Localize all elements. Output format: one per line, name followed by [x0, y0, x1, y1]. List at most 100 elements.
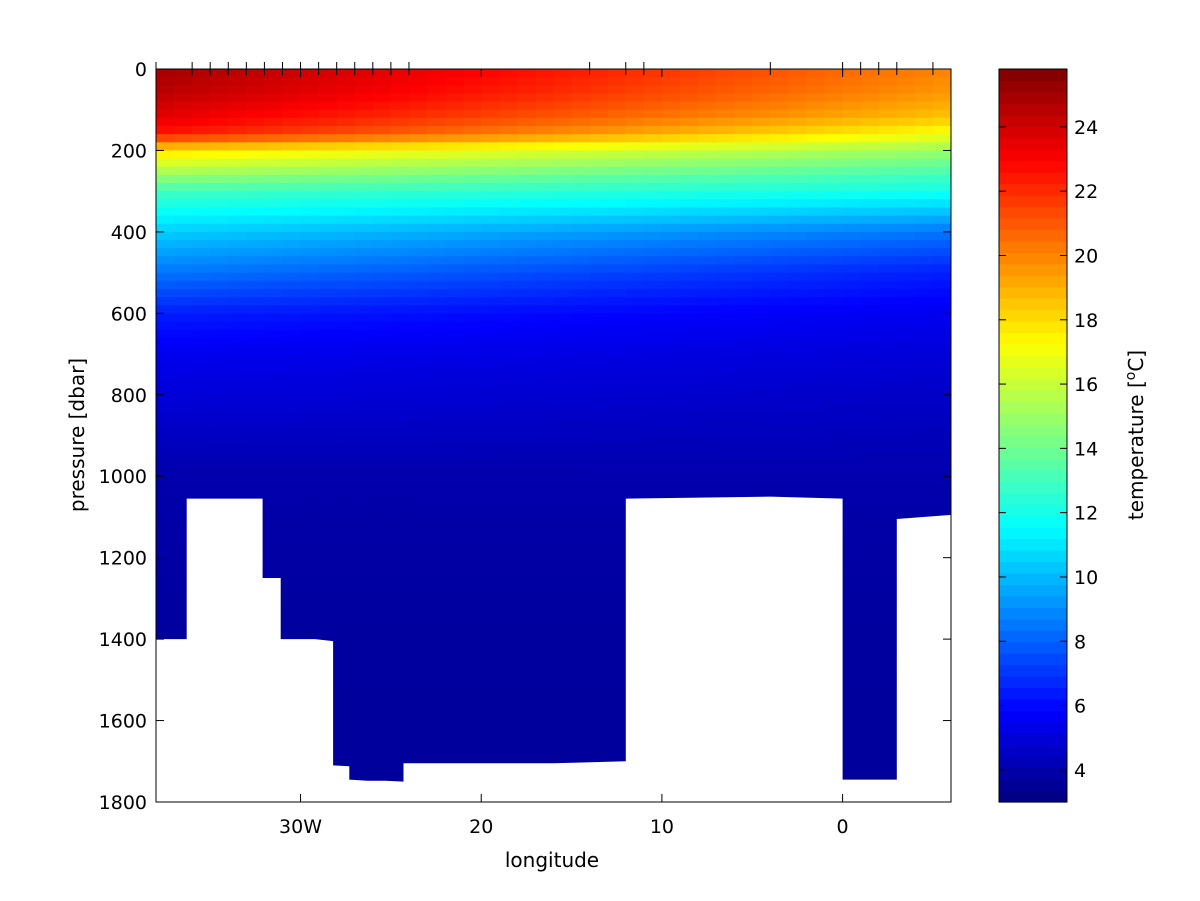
heat-cell	[824, 297, 844, 306]
heat-cell	[770, 386, 789, 396]
heat-cell	[896, 288, 916, 298]
heat-cell	[390, 427, 410, 437]
heat-cell	[842, 565, 862, 575]
heat-cell	[192, 329, 211, 339]
heat-cell	[445, 305, 464, 314]
heat-cell	[535, 362, 555, 371]
heat-cell	[246, 484, 266, 494]
heat-cell	[679, 223, 699, 233]
heat-cell	[824, 264, 844, 274]
heat-cell	[300, 174, 320, 184]
heat-cell	[354, 500, 374, 510]
heat-cell	[806, 134, 826, 143]
heat-cell	[535, 378, 555, 388]
heat-cell	[463, 451, 482, 461]
heat-cell	[752, 240, 771, 249]
heat-cell	[589, 101, 609, 111]
heat-cell	[336, 549, 356, 559]
heat-cell	[372, 761, 392, 771]
heat-cell	[842, 272, 862, 282]
heat-cell	[860, 639, 880, 648]
heat-cell	[246, 117, 266, 127]
heat-cell	[336, 525, 356, 534]
heat-cell	[372, 557, 392, 567]
heat-cell	[932, 288, 951, 298]
heat-cell	[806, 321, 826, 331]
heat-cell	[571, 199, 591, 209]
heat-cell	[372, 329, 392, 339]
heat-cell	[463, 696, 482, 705]
heat-cell	[860, 240, 880, 249]
heat-cell	[589, 109, 609, 119]
heat-cell	[264, 557, 284, 567]
heat-cell	[878, 736, 898, 746]
heat-cell	[607, 582, 627, 591]
heat-cell	[643, 362, 663, 371]
heat-cell	[228, 264, 247, 274]
heat-cell	[445, 622, 464, 632]
heat-cell	[246, 402, 266, 412]
heat-cell	[336, 508, 356, 518]
heat-cell	[625, 77, 645, 86]
heat-cell	[788, 459, 808, 469]
heat-cell	[535, 671, 555, 681]
heat-cell	[481, 85, 500, 95]
heat-cell	[156, 248, 175, 257]
heat-cell	[806, 337, 826, 347]
heat-cell	[679, 378, 699, 388]
heat-cell	[716, 288, 735, 298]
heat-cell	[878, 272, 898, 282]
heat-cell	[625, 93, 645, 103]
heat-cell	[896, 240, 916, 249]
heat-cell	[463, 630, 482, 640]
heat-cell	[246, 468, 266, 477]
heat-cell	[661, 329, 681, 339]
heat-cell	[372, 378, 392, 388]
heat-cell	[589, 69, 609, 78]
heat-cell	[716, 484, 735, 494]
heat-cell	[318, 476, 338, 485]
heat-cell	[481, 297, 500, 306]
heat-cell	[156, 411, 175, 420]
heat-cell	[210, 134, 229, 143]
heat-cell	[607, 337, 627, 347]
heat-cell	[481, 321, 500, 331]
heat-cell	[300, 166, 320, 176]
heat-cell	[571, 712, 591, 722]
heat-cell	[517, 573, 537, 583]
heat-cell	[228, 386, 247, 396]
heat-cell	[427, 451, 446, 461]
colorbar-band	[999, 687, 1067, 700]
heat-cell	[860, 614, 880, 624]
heat-cell	[499, 753, 518, 762]
heat-cell	[336, 679, 356, 689]
heat-cell	[517, 402, 537, 412]
heat-cell	[607, 378, 627, 388]
heat-cell	[607, 256, 627, 266]
heat-cell	[192, 256, 211, 266]
heat-cell	[282, 85, 302, 95]
heat-cell	[282, 516, 302, 526]
heat-cell	[354, 256, 374, 266]
heat-cell	[535, 345, 555, 355]
heat-cell	[264, 525, 284, 534]
heat-cell	[192, 394, 211, 404]
heat-cell	[228, 337, 247, 347]
y-tick-label: 1400	[99, 629, 147, 651]
heat-cell	[679, 77, 699, 86]
heat-cell	[770, 378, 789, 388]
heat-cell	[716, 77, 735, 86]
heat-cell	[571, 394, 591, 404]
heat-cell	[806, 386, 826, 396]
heat-cell	[282, 337, 302, 347]
heat-cell	[499, 728, 518, 738]
heat-cell	[806, 77, 826, 86]
heat-cell	[788, 248, 808, 257]
heat-cell	[589, 468, 609, 477]
heat-cell	[932, 419, 951, 428]
heat-cell	[625, 85, 645, 95]
heat-cell	[716, 126, 735, 135]
heat-cell	[842, 199, 862, 209]
heat-cell	[408, 386, 428, 396]
heat-cell	[427, 573, 446, 583]
